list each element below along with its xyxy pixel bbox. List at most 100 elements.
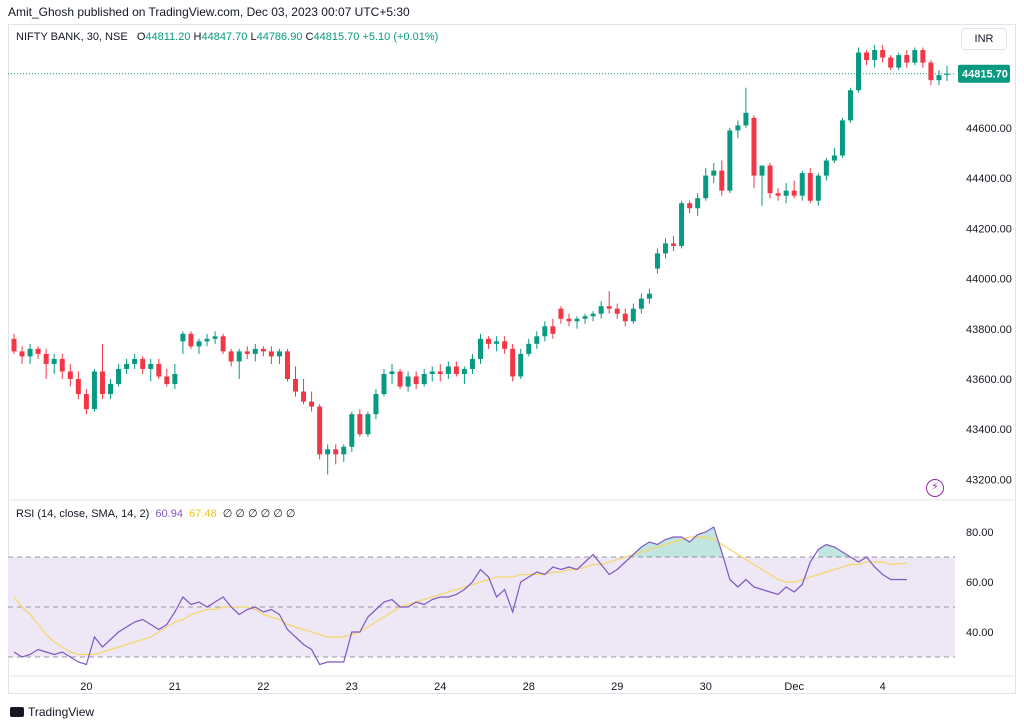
- candle-body: [365, 414, 371, 435]
- candle-body: [574, 318, 580, 322]
- candle-body: [807, 173, 813, 201]
- candle-body: [325, 449, 331, 455]
- candle-body: [711, 170, 717, 176]
- candle-body: [180, 333, 186, 342]
- lightning-icon[interactable]: ⚡: [926, 479, 944, 497]
- currency-button[interactable]: INR: [961, 28, 1007, 50]
- candle-body: [453, 366, 459, 374]
- candle-body: [156, 363, 162, 377]
- candle-body: [735, 125, 741, 131]
- candle-body: [598, 306, 604, 314]
- candle-body: [83, 394, 89, 410]
- candle-body: [823, 160, 829, 176]
- candle-body: [928, 62, 934, 81]
- candle-body: [936, 75, 942, 81]
- candle-body: [132, 358, 138, 364]
- candle-body: [727, 130, 733, 191]
- candle-body: [381, 373, 387, 395]
- candle-body: [606, 306, 612, 309]
- price-axis-label: 43400.00: [966, 424, 1012, 436]
- candle-body: [743, 112, 749, 126]
- candle-body: [341, 446, 347, 455]
- rsi-axis-label: 60.00: [966, 577, 994, 589]
- time-axis-label: 28: [523, 681, 535, 693]
- candle-body: [188, 333, 194, 347]
- candle-body: [148, 363, 154, 369]
- candle-body: [478, 338, 483, 359]
- candle-body: [864, 52, 870, 61]
- symbol-legend: NIFTY BANK, 30, NSE O44811.20 H44847.70 …: [16, 31, 438, 43]
- candle-body: [759, 165, 765, 176]
- candle-body: [301, 391, 307, 402]
- candle-body: [751, 117, 757, 176]
- candle-body: [888, 57, 894, 68]
- candle-body: [43, 353, 49, 364]
- chart-frame: [8, 24, 1016, 694]
- candle-body: [558, 308, 564, 319]
- high-label: H: [193, 31, 202, 43]
- candle-body: [397, 371, 403, 387]
- candle-body: [260, 348, 266, 352]
- candle-body: [196, 341, 202, 347]
- candle-body: [413, 376, 419, 385]
- time-axis-label: Dec: [784, 681, 804, 693]
- publish-line: Amit_Ghosh published on TradingView.com,…: [8, 5, 410, 19]
- rsi-axis-label: 40.00: [966, 627, 994, 639]
- candle-body: [108, 384, 114, 395]
- candle-body: [421, 373, 427, 385]
- candle-body: [228, 351, 234, 362]
- candle-body: [461, 368, 467, 374]
- rsi-axis-label: 80.00: [966, 527, 994, 539]
- candle-body: [51, 358, 57, 364]
- candle-body: [944, 73, 950, 75]
- price-axis-label: 43800.00: [966, 324, 1012, 336]
- candle-body: [75, 379, 81, 395]
- candle-body: [654, 253, 660, 269]
- candle-body: [59, 358, 65, 372]
- candle-body: [220, 336, 226, 352]
- price-axis-label: 43200.00: [966, 474, 1012, 486]
- candle-body: [831, 155, 837, 161]
- candle-body: [164, 376, 170, 385]
- last-price-tag-label: 44815.70: [962, 69, 1008, 81]
- candle-body: [582, 316, 588, 319]
- candle-body: [486, 338, 492, 344]
- time-axis-label: 29: [611, 681, 623, 693]
- candle-body: [614, 308, 620, 314]
- candle-body: [534, 336, 540, 344]
- candle-body: [99, 371, 105, 395]
- candle-body: [767, 165, 773, 194]
- candle-body: [630, 308, 636, 322]
- high-value: 44847.70: [201, 31, 248, 43]
- rsi-extra-values: ∅ ∅ ∅ ∅ ∅ ∅: [222, 508, 296, 520]
- candle-body: [518, 353, 524, 377]
- time-axis-label: 4: [880, 681, 886, 693]
- candle-body: [333, 449, 339, 455]
- candle-body: [317, 406, 323, 455]
- candle-body: [91, 371, 97, 410]
- change-value: +5.10 (+0.01%): [362, 31, 439, 43]
- open-label: O: [136, 31, 146, 43]
- candle-body: [904, 55, 910, 63]
- candle-body: [373, 394, 379, 415]
- candle-body: [880, 50, 886, 58]
- candle-body: [276, 351, 282, 357]
- candle-body: [429, 371, 435, 374]
- rsi-line: [13, 526, 907, 666]
- candle-body: [445, 366, 451, 374]
- candle-body: [124, 363, 130, 369]
- rsi-sma-value: 67.48: [189, 508, 217, 520]
- candle-body: [622, 313, 628, 322]
- candle-body: [349, 414, 355, 447]
- candle-body: [67, 371, 73, 379]
- candle-body: [638, 298, 644, 309]
- candle-body: [19, 351, 25, 357]
- candle-body: [293, 379, 299, 392]
- candle-body: [11, 338, 17, 352]
- brand-footer: TradingView: [10, 705, 94, 719]
- candle-body: [389, 371, 395, 374]
- candle-body: [526, 343, 532, 354]
- candle-body: [839, 120, 845, 156]
- candle-body: [252, 348, 258, 354]
- time-axis-label: 30: [700, 681, 712, 693]
